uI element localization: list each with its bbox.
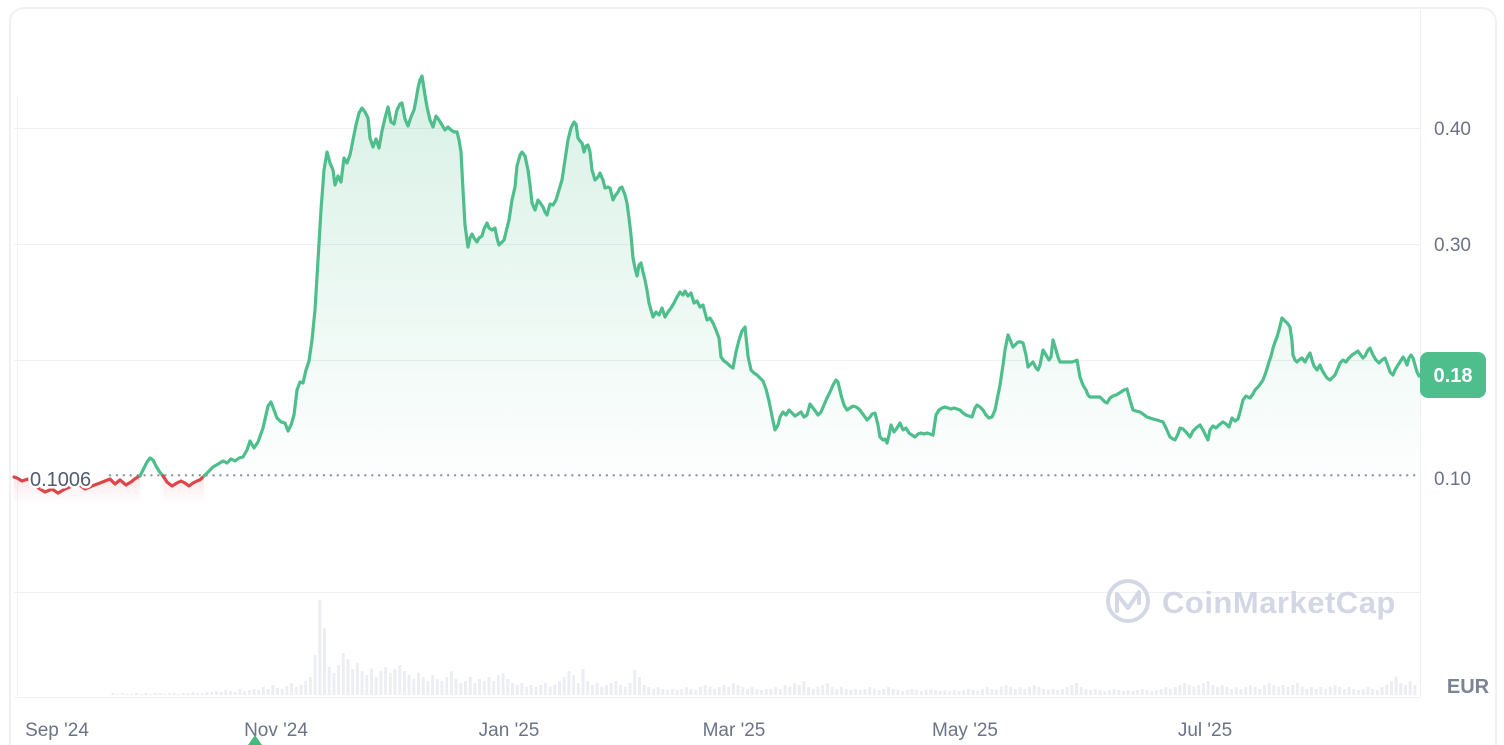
x-axis-tick-mar25: Mar '25: [703, 720, 766, 741]
event-marker-icon[interactable]: [248, 735, 262, 745]
current-price-badge: 0.18: [1420, 352, 1486, 398]
volume-bars: [111, 600, 1417, 695]
y-axis-tick-030: 0.30: [1434, 235, 1471, 256]
coinmarketcap-logo-icon: [1106, 579, 1150, 623]
x-axis-tick-nov24: Nov '24: [244, 720, 308, 741]
coinmarketcap-logo-m: [1115, 590, 1141, 613]
x-axis-tick-jul25: Jul '25: [1178, 720, 1232, 741]
current-price-value: 0.18: [1434, 365, 1473, 387]
price-area-fills: [14, 76, 1420, 502]
x-axis-tick-sep24: Sep '24: [25, 720, 89, 741]
gridlines: [14, 128, 1420, 698]
y-axis-tick-040: 0.40: [1434, 119, 1471, 140]
watermark-text: CoinMarketCap: [1162, 585, 1396, 620]
card-border: [9, 7, 1497, 745]
open-price-label: 0.1006: [30, 469, 91, 491]
price-line: [12, 74, 1422, 495]
currency-label: EUR: [1447, 676, 1490, 698]
y-axis-tick-010: 0.10: [1434, 469, 1471, 490]
x-axis-tick-jan25: Jan '25: [479, 720, 540, 741]
watermark: CoinMarketCap: [1106, 579, 1396, 623]
x-axis-tick-may25: May '25: [932, 720, 998, 741]
